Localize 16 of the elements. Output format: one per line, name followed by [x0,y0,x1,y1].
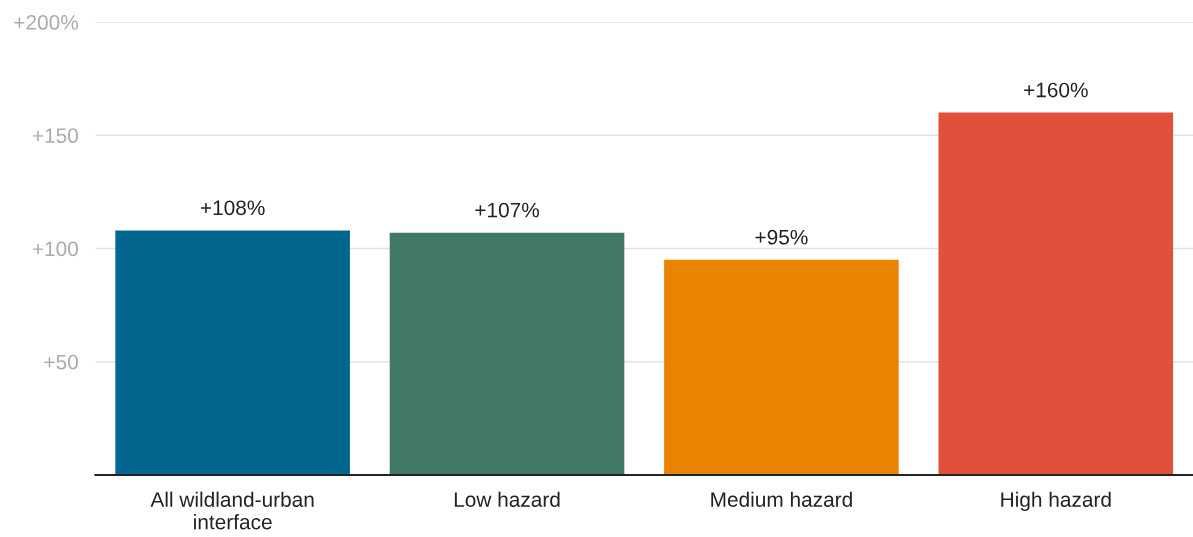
y-tick-label: +150 [32,128,78,144]
bar [938,112,1174,475]
x-tick-label: Low hazard [454,491,560,507]
data-label: +107% [475,202,540,218]
bar [115,230,350,475]
y-tick-label: +100 [32,241,78,257]
data-label: +95% [755,229,808,245]
x-tick-label: High hazard [1001,491,1111,512]
x-tick-label: All wildland-urban interface [150,491,314,530]
data-label: +108% [200,200,265,216]
data-label: +160% [1024,82,1088,98]
bar [664,259,899,475]
y-tick-label: +200% [14,15,79,30]
x-tick-label: Medium hazard [711,491,852,507]
y-tick-label: +50 [44,354,78,370]
bar [389,232,625,475]
